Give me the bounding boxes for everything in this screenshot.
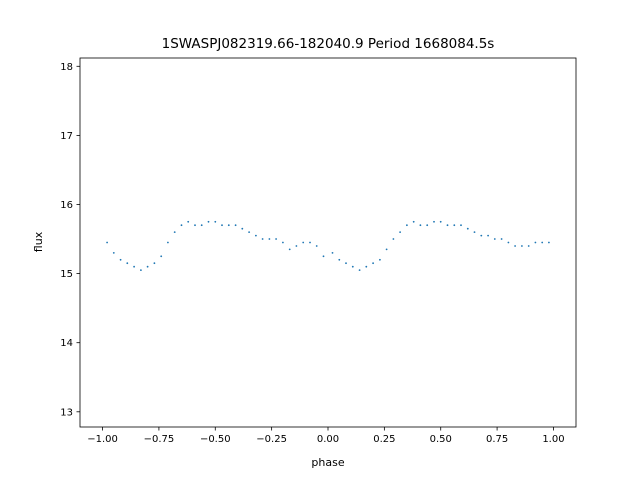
data-point: [433, 220, 435, 223]
data-point: [214, 220, 217, 223]
x-axis-label: phase: [311, 456, 344, 469]
data-point: [302, 241, 305, 244]
x-tick-label: −0.50: [200, 434, 231, 445]
data-point: [500, 238, 503, 240]
y-axis-label: flux: [32, 231, 45, 252]
data-point: [548, 241, 550, 244]
x-tick-label: −0.75: [144, 434, 175, 445]
y-tick-label: 16: [60, 200, 73, 211]
data-point: [419, 224, 422, 227]
data-point: [227, 224, 230, 227]
data-point: [379, 258, 381, 261]
data-point: [439, 220, 442, 223]
data-point: [112, 252, 115, 254]
data-point: [234, 224, 237, 227]
x-axis-ticks: −1.00 −0.75 −0.50 −0.25 0.00 0.25 0.50 0.75 1.00: [87, 427, 565, 445]
x-tick-label: 0.25: [373, 434, 395, 445]
data-point: [385, 248, 388, 251]
data-point: [358, 269, 361, 271]
data-point: [392, 238, 395, 240]
data-point: [200, 224, 203, 227]
x-tick-label: −0.25: [256, 434, 287, 445]
data-point: [160, 255, 163, 258]
data-point: [146, 265, 149, 268]
data-point: [173, 231, 176, 234]
data-point: [106, 241, 108, 244]
y-tick-label: 18: [60, 62, 73, 73]
data-point: [207, 220, 210, 223]
x-tick-label: 0.50: [430, 434, 452, 445]
x-tick-label: 0.75: [486, 434, 508, 445]
data-point: [295, 245, 298, 247]
data-point: [140, 269, 142, 271]
data-point: [480, 234, 483, 237]
data-point: [466, 227, 469, 230]
y-tick-label: 14: [60, 338, 73, 349]
data-point: [248, 231, 251, 234]
data-point: [180, 224, 183, 227]
data-point: [275, 238, 277, 240]
data-point: [133, 265, 136, 268]
data-point: [473, 231, 476, 234]
data-point: [119, 258, 122, 261]
data-point: [338, 258, 341, 261]
data-point: [541, 241, 544, 244]
data-point: [460, 224, 462, 227]
data-point: [153, 262, 156, 265]
y-tick-label: 17: [60, 131, 73, 142]
data-point: [514, 245, 516, 247]
data-point: [426, 224, 429, 227]
data-point: [167, 241, 169, 244]
data-point: [446, 224, 449, 227]
data-point: [126, 262, 129, 265]
x-tick-label: 0.00: [317, 434, 339, 445]
data-point: [268, 238, 271, 240]
data-point: [493, 238, 496, 240]
data-point: [331, 252, 334, 254]
data-point: [365, 265, 368, 268]
data-point: [315, 245, 318, 247]
data-point: [309, 241, 311, 244]
chart-title: 1SWASPJ082319.66-182040.9 Period 1668084…: [162, 36, 495, 52]
data-point: [194, 224, 196, 227]
y-tick-label: 15: [60, 269, 73, 280]
data-point: [406, 224, 408, 227]
data-point: [527, 245, 530, 247]
data-point: [322, 255, 325, 258]
data-point: [187, 220, 190, 223]
data-point: [255, 234, 257, 237]
data-point: [487, 234, 489, 237]
data-point: [282, 241, 284, 244]
data-point: [288, 248, 291, 251]
data-point: [345, 262, 347, 265]
data-point: [351, 265, 354, 268]
data-point: [221, 224, 223, 227]
data-point: [521, 245, 523, 247]
data-point: [534, 241, 537, 244]
data-point: [399, 231, 401, 234]
y-tick-label: 13: [60, 407, 73, 418]
data-point: [412, 220, 415, 223]
data-points: [106, 220, 550, 271]
data-point: [241, 227, 244, 230]
data-point: [453, 224, 456, 227]
x-tick-label: 1.00: [542, 434, 564, 445]
y-axis-ticks: 13 14 15 16 17 18: [60, 62, 80, 418]
data-point: [507, 241, 510, 244]
x-tick-label: −1.00: [87, 434, 118, 445]
data-point: [261, 238, 264, 240]
data-point: [372, 262, 374, 265]
